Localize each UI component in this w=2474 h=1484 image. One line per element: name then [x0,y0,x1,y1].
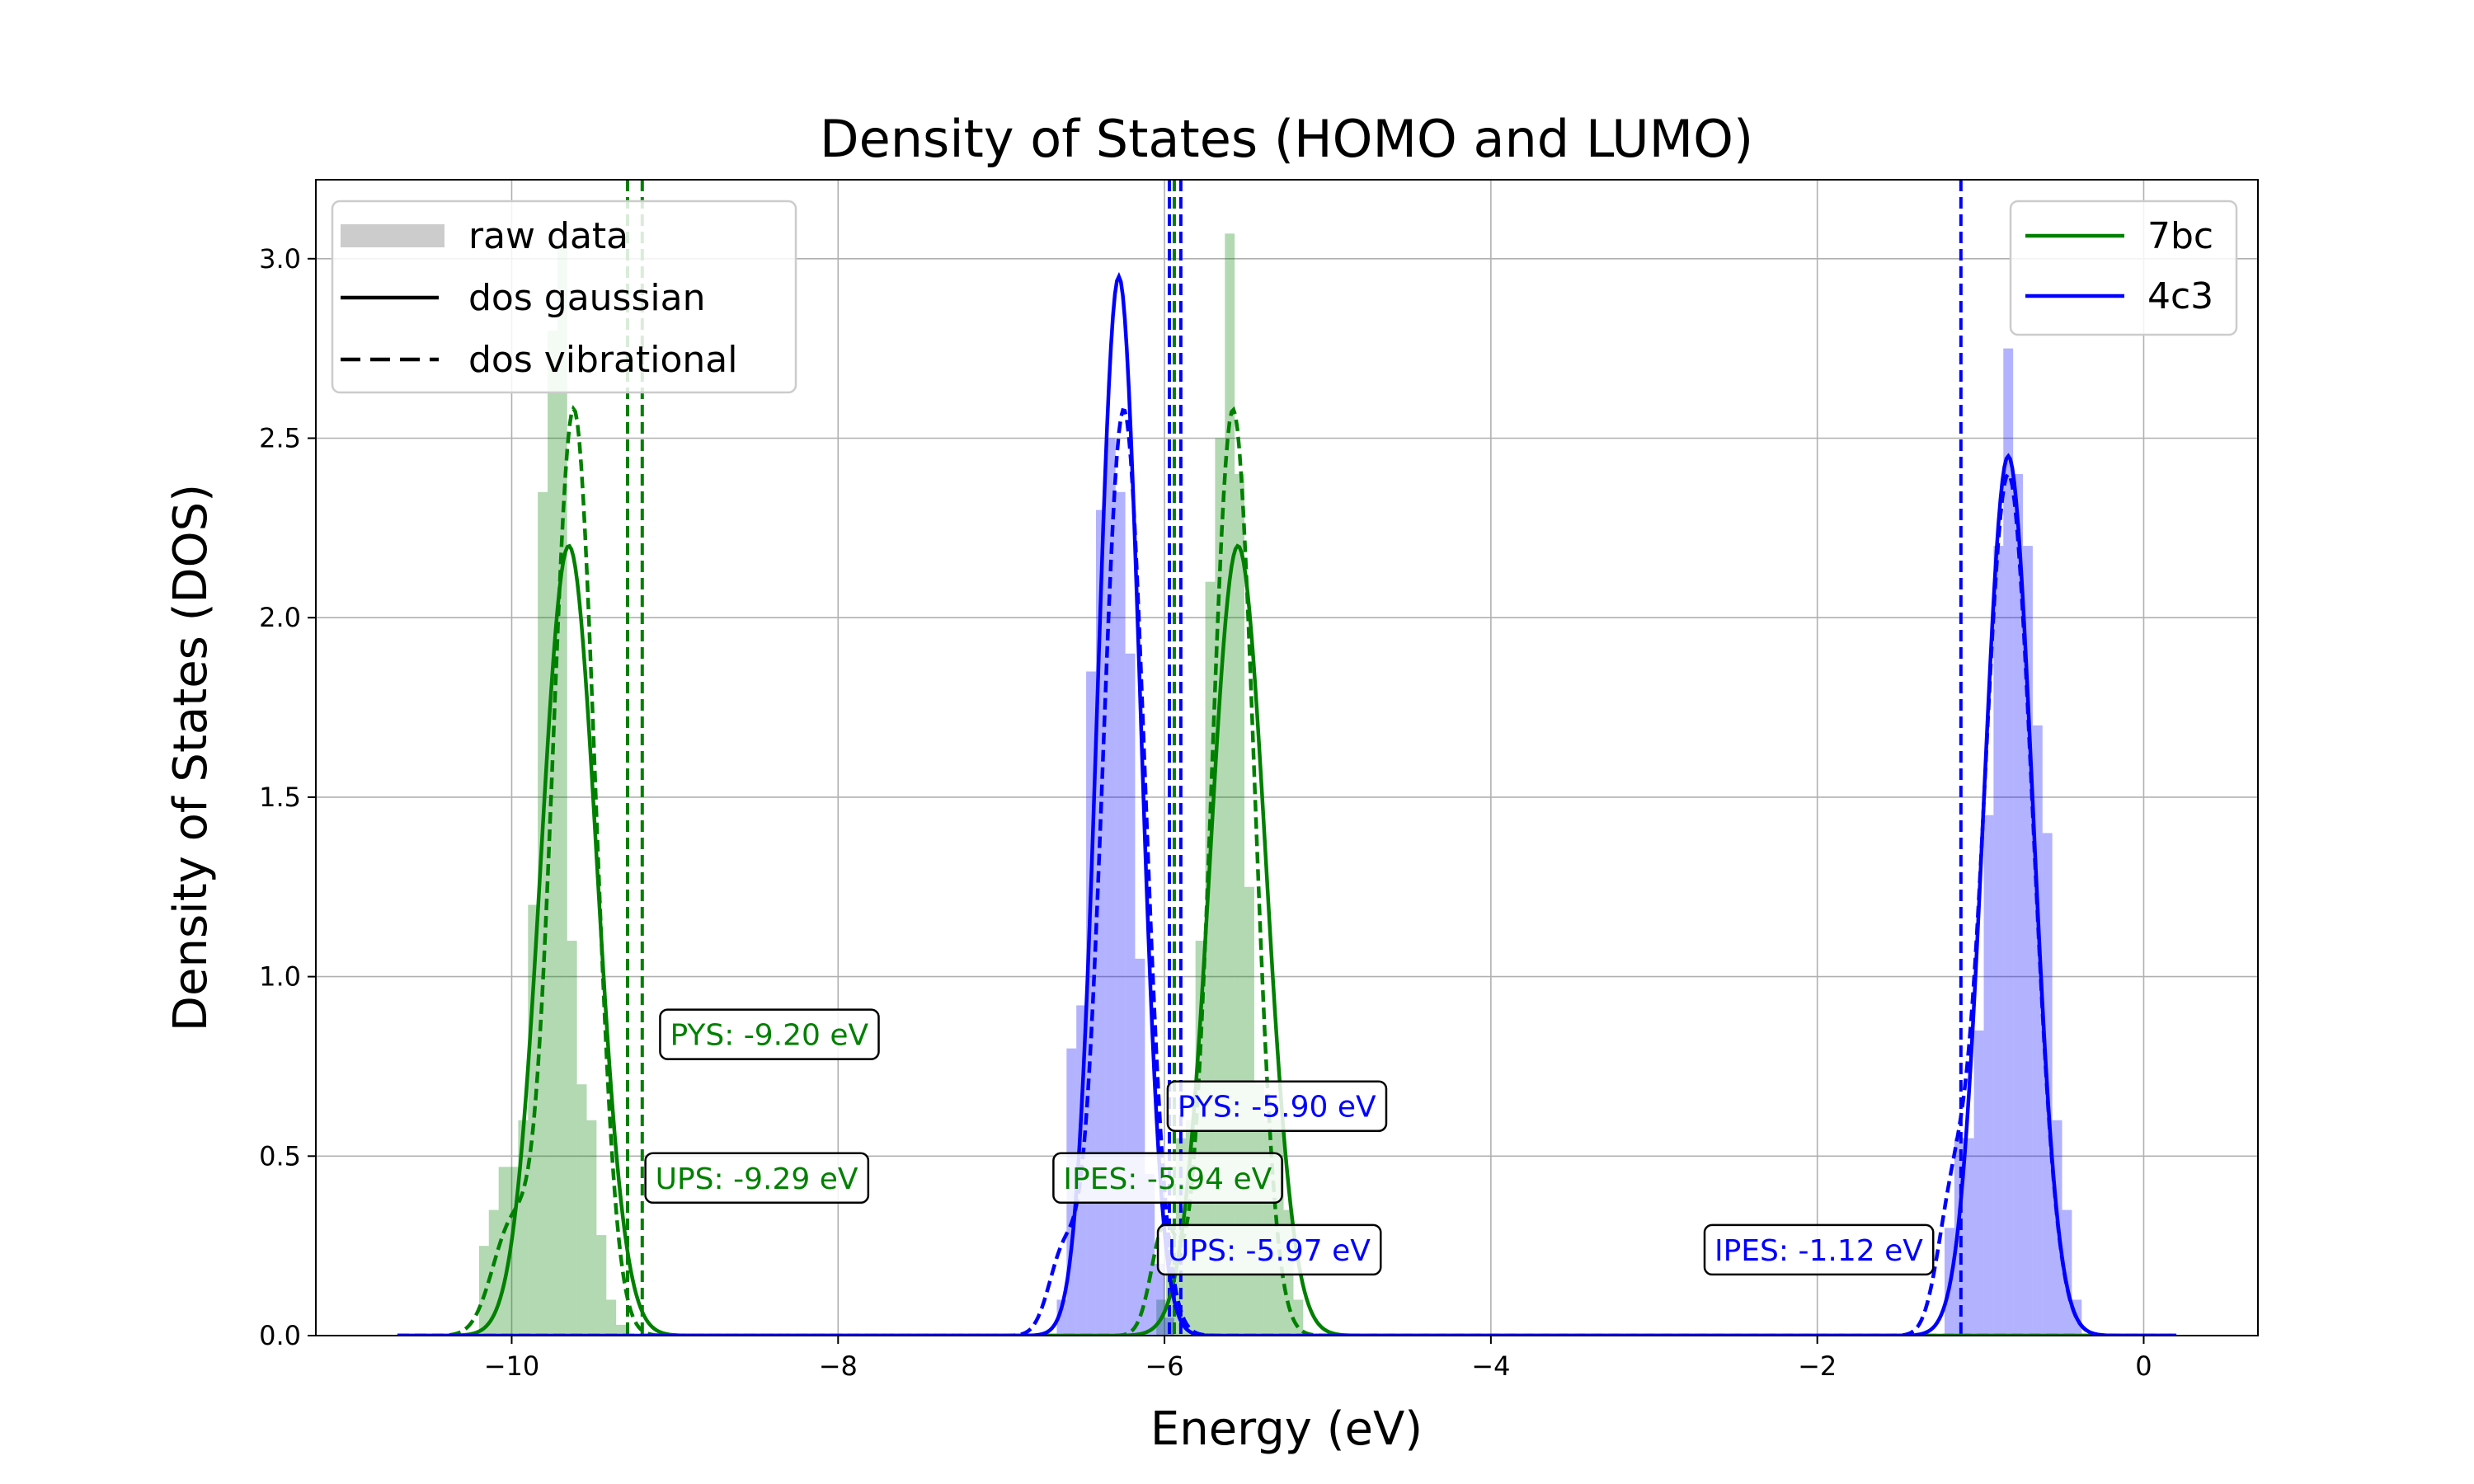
histogram-bar-7bc [596,1235,607,1336]
histogram-bar-4c3 [1973,1030,1984,1336]
histogram-bar-7bc [1293,1299,1304,1336]
histogram-bar-7bc [508,1167,519,1336]
x-tick-label: 0 [2135,1350,2152,1382]
marker-annotation-4c3: UPS: -5.97 eV [1156,1223,1382,1276]
histogram-bar-4c3 [2013,474,2024,1336]
annotation-label: UPS: -5.97 eV [1168,1234,1371,1268]
histogram-bar-7bc [606,1299,617,1336]
legend-swatch-raw-data [341,224,444,247]
x-tick-label: −8 [819,1350,858,1382]
annotation-label: IPES: -1.12 eV [1714,1234,1923,1268]
y-tick-label: 0.0 [259,1320,301,1351]
y-tick-label: 1.0 [259,961,301,993]
y-axis-title: Density of States (DOS) [164,484,218,1031]
annotation-label: PYS: -9.20 eV [670,1019,868,1053]
y-tick-label: 1.5 [259,782,301,813]
axis-ticks: −10 −8 −6 −4 −2 0 0.0 0.5 1.0 1.5 2.0 2.5 3.0 [259,243,2152,1382]
legend-label: raw data [468,215,628,257]
histogram-bar-7bc [1205,581,1216,1336]
marker-annotations: PYS: -9.20 eV UPS: -9.29 eV IPES: -5.94 eV… [644,1008,1935,1276]
histogram-bar-7bc [557,241,567,1336]
histogram-bar-4c3 [1056,1299,1067,1336]
style-legend-frame [331,200,797,394]
histogram-bar-7bc [1235,474,1245,1336]
marker-annotation-4c3: IPES: -1.12 eV [1703,1223,1935,1276]
histogram-bar-7bc [576,1084,587,1336]
histogram-bar-7bc [538,491,548,1336]
histogram-bar-4c3 [1155,1263,1165,1336]
histogram-bar-7bc [548,330,557,1336]
histogram-bar-4c3 [2032,725,2043,1336]
histogram-bar-4c3 [1115,491,1126,1336]
histogram-bar-7bc [498,1167,509,1336]
y-tick-label: 2.0 [259,602,301,633]
histogram-bar-4c3 [1105,438,1116,1336]
annotation-box [659,1008,880,1060]
histogram-bar-7bc [616,1324,627,1336]
histogram-bar-7bc [488,1209,499,1336]
histogram-bar-7bc [1225,233,1235,1336]
plot-frame [315,179,2259,1336]
y-tick-label: 2.5 [259,422,301,453]
histogram-bar-4c3 [2003,348,2014,1336]
annotation-box [1703,1223,1935,1276]
annotation-box [1052,1152,1283,1205]
marker-annotation-7bc: PYS: -9.20 eV [659,1008,880,1060]
annotation-label: UPS: -9.29 eV [656,1162,858,1196]
annotation-label: IPES: -5.94 eV [1063,1162,1272,1196]
histogram-bar-4c3 [2023,546,2033,1336]
x-tick-label: −6 [1145,1350,1183,1382]
histogram-bar-4c3 [1145,1174,1155,1336]
annotation-box [1166,1080,1388,1132]
x-tick-label: −4 [1471,1350,1510,1382]
legend-label: 7bc [2147,215,2213,257]
annotation-box [644,1152,870,1205]
annotation-label: PYS: -5.90 eV [1178,1091,1376,1125]
histogram-bar-4c3 [1125,653,1136,1336]
marker-annotation-7bc: IPES: -5.94 eV [1052,1152,1283,1205]
legend-label: dos vibrational [468,339,737,381]
y-tick-label: 0.5 [259,1140,301,1172]
histogram-bar-7bc [1253,1084,1264,1336]
legend-label: dos gaussian [468,277,705,319]
histogram-bar-7bc [586,1120,597,1336]
histogram-bar-7bc [518,1120,529,1336]
histogram-bar-7bc [1215,438,1225,1336]
histogram-bar-4c3 [1964,1138,1974,1336]
chart-title: Density of States (HOMO and LUMO) [820,109,1753,169]
marker-annotation-4c3: PYS: -5.90 eV [1166,1080,1388,1132]
histogram-bar-4c3 [1095,510,1106,1336]
style-legend: raw data dos gaussian dos vibrational [331,200,797,394]
legend-label: 4c3 [2147,275,2213,317]
y-tick-label: 3.0 [259,243,301,275]
annotation-box [1156,1223,1382,1276]
marker-annotation-7bc: UPS: -9.29 eV [644,1152,870,1205]
x-axis-title: Energy (eV) [1150,1402,1423,1456]
histogram-bar-4c3 [2062,1209,2072,1336]
histogram-bar-4c3 [1135,958,1145,1336]
x-tick-label: −2 [1798,1350,1837,1382]
x-tick-label: −10 [484,1350,540,1382]
histogram-bar-7bc [528,904,539,1336]
histogram-bar-4c3 [1993,546,2004,1336]
histogram-bar-7bc [567,941,577,1336]
histogram-bar-7bc [1195,941,1206,1336]
histogram-bar-4c3 [1983,815,1994,1336]
